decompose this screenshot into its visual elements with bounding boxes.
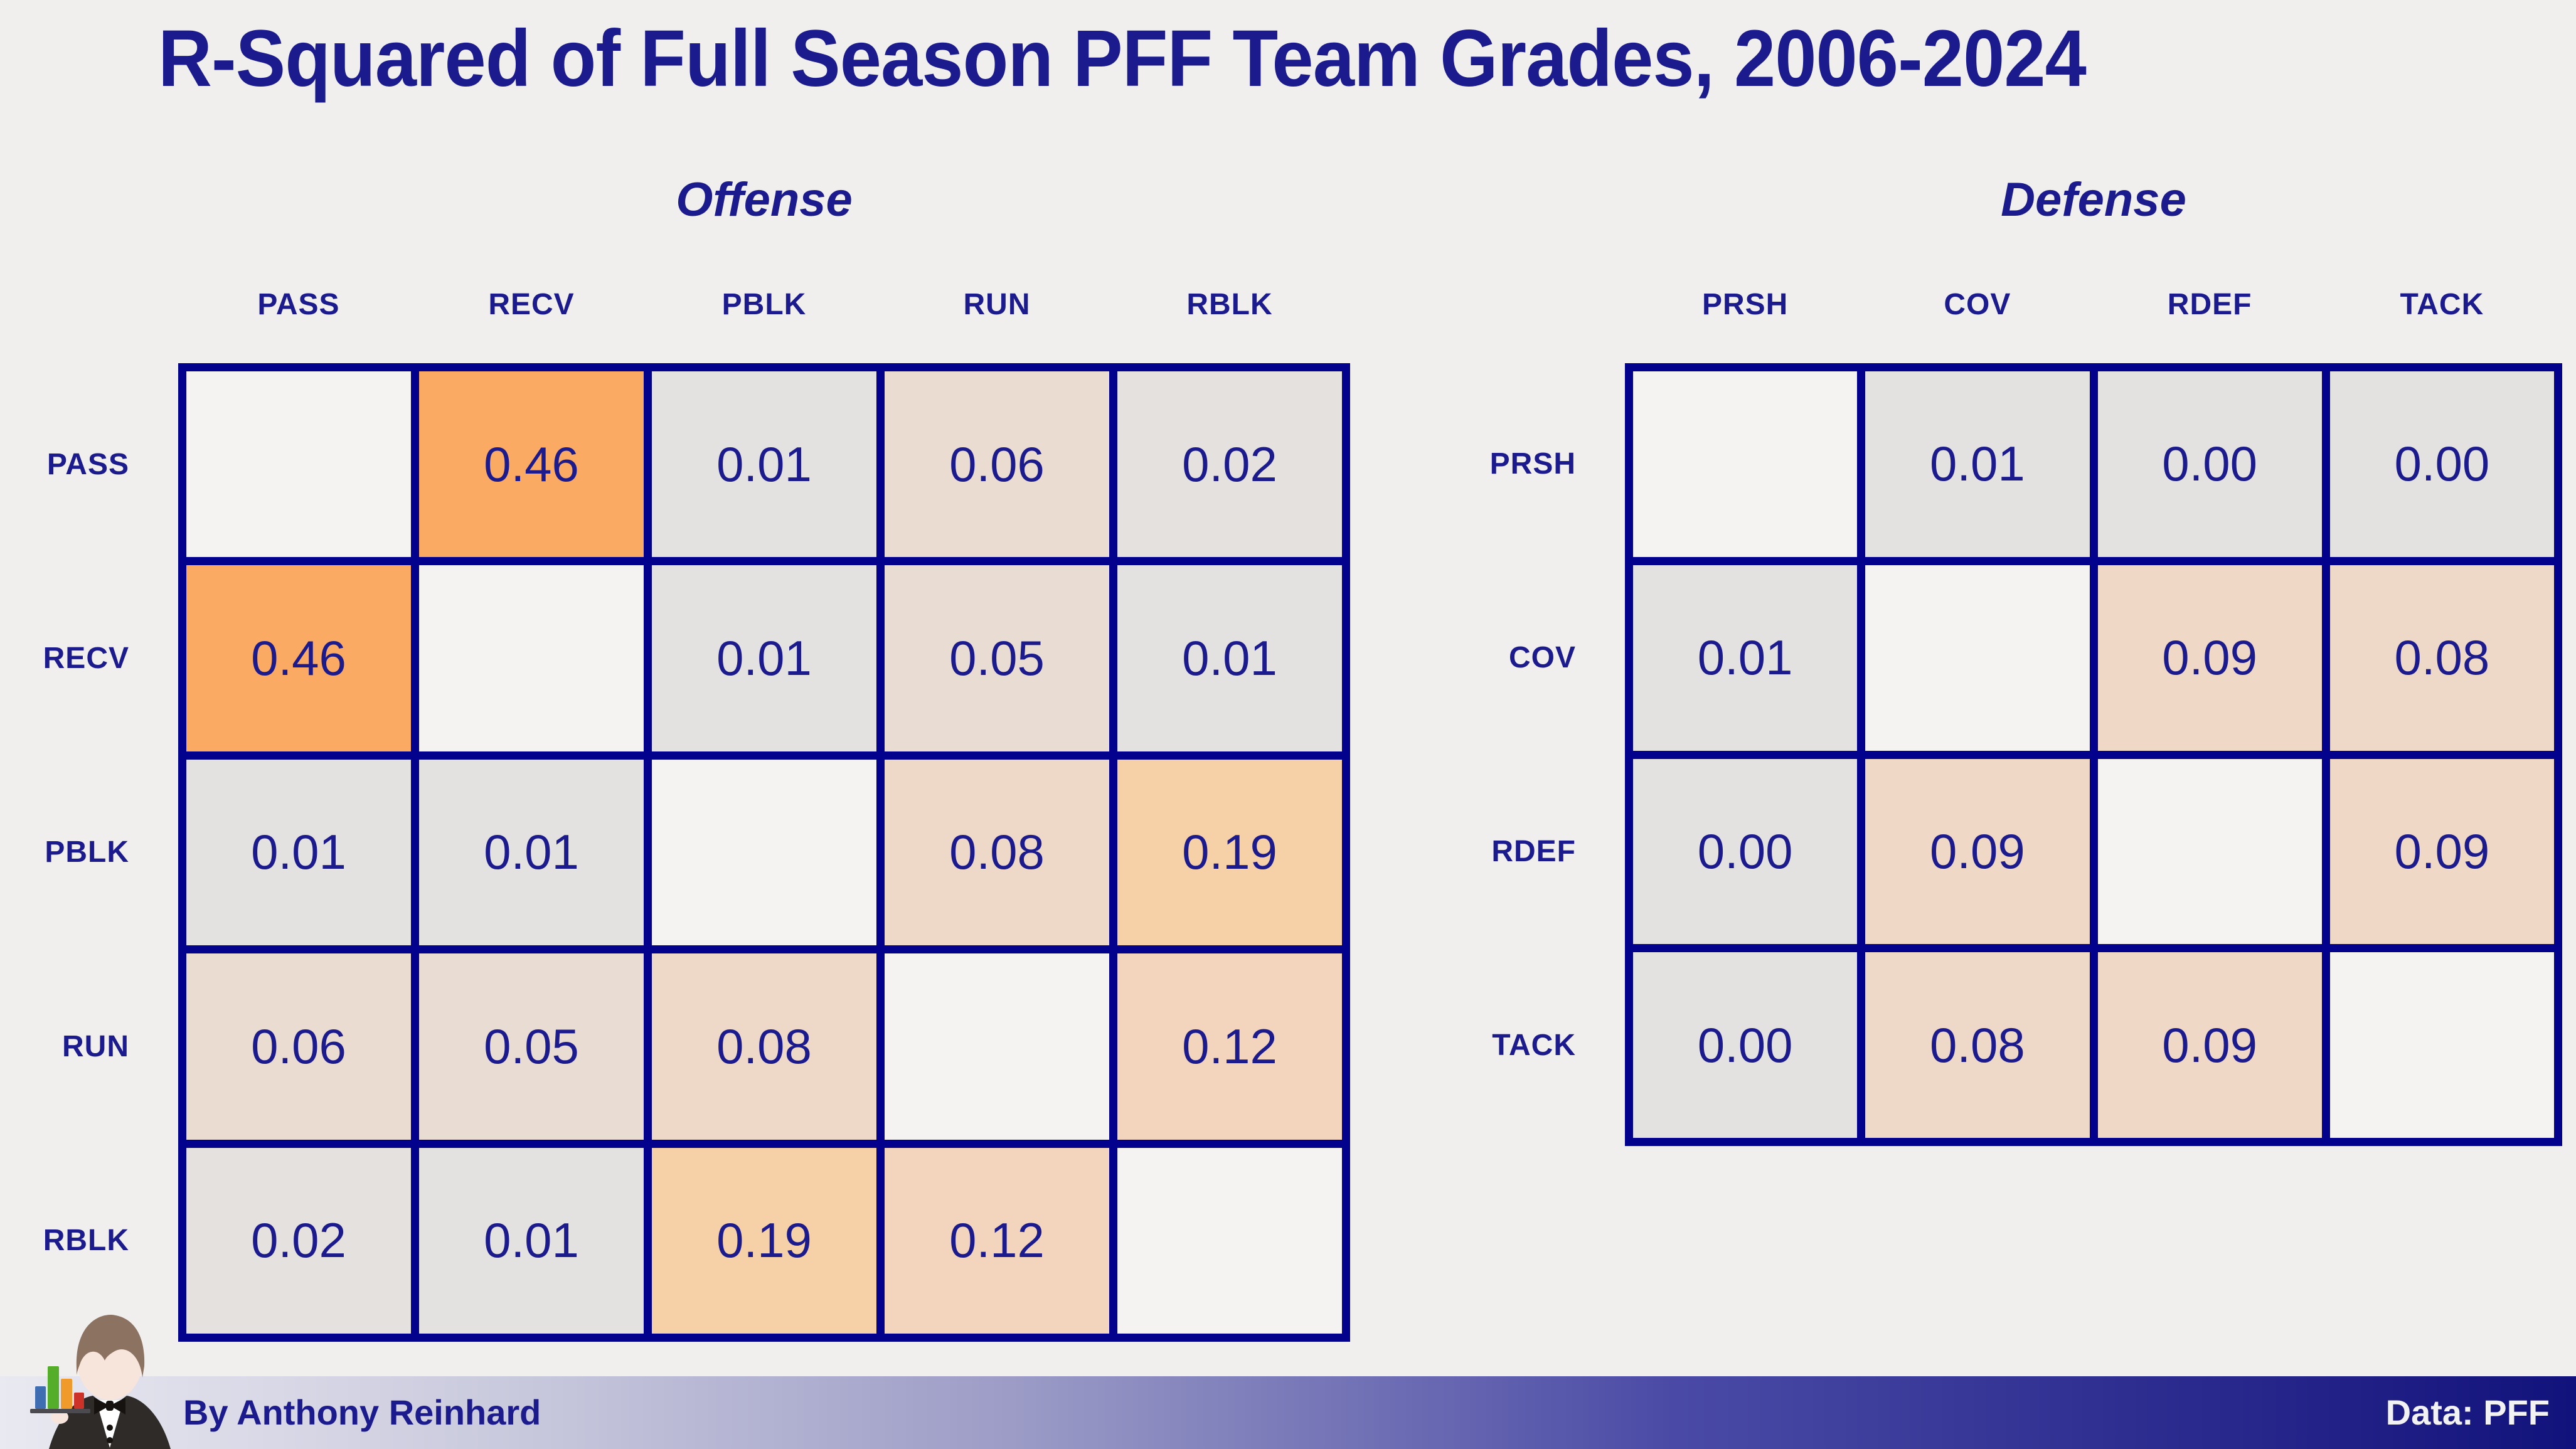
row-label: PRSH — [1489, 447, 1576, 481]
section-title-defense: Defense — [2001, 173, 2186, 226]
matrix-cell: 0.12 — [1117, 953, 1342, 1140]
matrix-cell — [1633, 371, 1858, 557]
column-header: RBLK — [1186, 287, 1273, 321]
matrix-cell: 0.06 — [186, 953, 411, 1140]
matrix-cell — [885, 953, 1109, 1140]
author-credit: By Anthony Reinhard — [183, 1393, 541, 1432]
matrix-cell: 0.08 — [885, 759, 1109, 946]
matrix-cell: 0.01 — [652, 565, 876, 751]
column-header: PRSH — [1701, 287, 1789, 321]
matrix-cell — [2329, 952, 2554, 1138]
matrix-cell: 0.01 — [1865, 371, 2090, 557]
matrix-cell: 0.05 — [419, 953, 644, 1140]
matrix-cell: 0.05 — [885, 565, 1109, 751]
matrix-cell: 0.02 — [186, 1147, 411, 1334]
author-avatar-icon — [30, 1314, 171, 1449]
footer-bar: By Anthony Reinhard Data: PFF — [0, 1376, 2576, 1449]
matrix-cell: 0.09 — [1865, 758, 2090, 945]
defense-matrix: 0.01 0.00 0.00 0.01 0.09 0.08 0.00 0.09 0.09 0.00… — [1625, 363, 2562, 1146]
row-label: COV — [1508, 641, 1576, 675]
matrix-cell: 0.19 — [1117, 759, 1342, 946]
matrix-cell: 0.00 — [2329, 371, 2554, 557]
column-header: RUN — [963, 287, 1031, 321]
offense-heatmap: Offense PASS RECV PBLK RUN RBLK PASS RECV PBLK… — [0, 173, 1355, 1342]
row-label: RECV — [43, 642, 129, 676]
matrix-cell: 0.01 — [652, 371, 876, 558]
matrix-cell: 0.12 — [885, 1147, 1109, 1334]
section-title-offense: Offense — [676, 173, 853, 226]
row-label: RDEF — [1491, 834, 1576, 868]
matrix-cell: 0.01 — [1633, 565, 1858, 751]
row-label: PASS — [46, 447, 129, 481]
defense-column-headers: PRSH COV RDEF TACK — [1625, 275, 2562, 333]
matrix-cell: 0.08 — [1865, 952, 2090, 1138]
offense-matrix: 0.46 0.01 0.06 0.02 0.46 0.01 0.05 0.01 0.01 0.01… — [178, 363, 1350, 1342]
matrix-cell — [652, 759, 876, 946]
column-header: RECV — [488, 287, 575, 321]
bar-chart-icon — [30, 1366, 90, 1413]
matrix-cell: 0.00 — [1633, 758, 1858, 945]
matrix-cell: 0.01 — [419, 759, 644, 946]
column-header: RDEF — [2167, 287, 2252, 321]
matrix-cell: 0.01 — [419, 1147, 644, 1334]
matrix-cell: 0.08 — [652, 953, 876, 1140]
column-header: TACK — [2400, 287, 2484, 321]
matrix-cell: 0.06 — [885, 371, 1109, 558]
matrix-cell — [1117, 1147, 1342, 1334]
matrix-cell: 0.09 — [2329, 758, 2554, 945]
defense-row-labels: PRSH COV RDEF TACK — [1380, 363, 1576, 1146]
matrix-cell: 0.46 — [419, 371, 644, 558]
matrix-cell: 0.00 — [2097, 371, 2322, 557]
offense-column-headers: PASS RECV PBLK RUN RBLK — [178, 275, 1350, 333]
matrix-cell: 0.09 — [2097, 952, 2322, 1138]
defense-heatmap: Defense PRSH COV RDEF TACK PRSH COV RDEF TACK … — [1380, 173, 2567, 1146]
row-label: RUN — [62, 1029, 129, 1063]
data-source: Data: PFF — [2385, 1393, 2550, 1432]
matrix-cell: 0.19 — [652, 1147, 876, 1334]
matrix-cell: 0.01 — [1117, 565, 1342, 751]
matrix-cell — [186, 371, 411, 558]
matrix-cell: 0.08 — [2329, 565, 2554, 751]
matrix-cell: 0.00 — [1633, 952, 1858, 1138]
column-header: PASS — [257, 287, 340, 321]
matrix-cell — [2097, 758, 2322, 945]
matrix-cell: 0.02 — [1117, 371, 1342, 558]
offense-row-labels: PASS RECV PBLK RUN RBLK — [0, 363, 129, 1342]
row-label: PBLK — [45, 836, 129, 869]
row-label: TACK — [1492, 1028, 1576, 1062]
matrix-cell — [419, 565, 644, 751]
matrix-cell — [1865, 565, 2090, 751]
column-header: PBLK — [721, 287, 807, 321]
chart-title: R-Squared of Full Season PFF Team Grades… — [158, 14, 2087, 104]
matrix-cell: 0.46 — [186, 565, 411, 751]
row-label: RBLK — [43, 1224, 129, 1258]
matrix-cell: 0.01 — [186, 759, 411, 946]
column-header: COV — [1944, 287, 2011, 321]
matrix-cell: 0.09 — [2097, 565, 2322, 751]
